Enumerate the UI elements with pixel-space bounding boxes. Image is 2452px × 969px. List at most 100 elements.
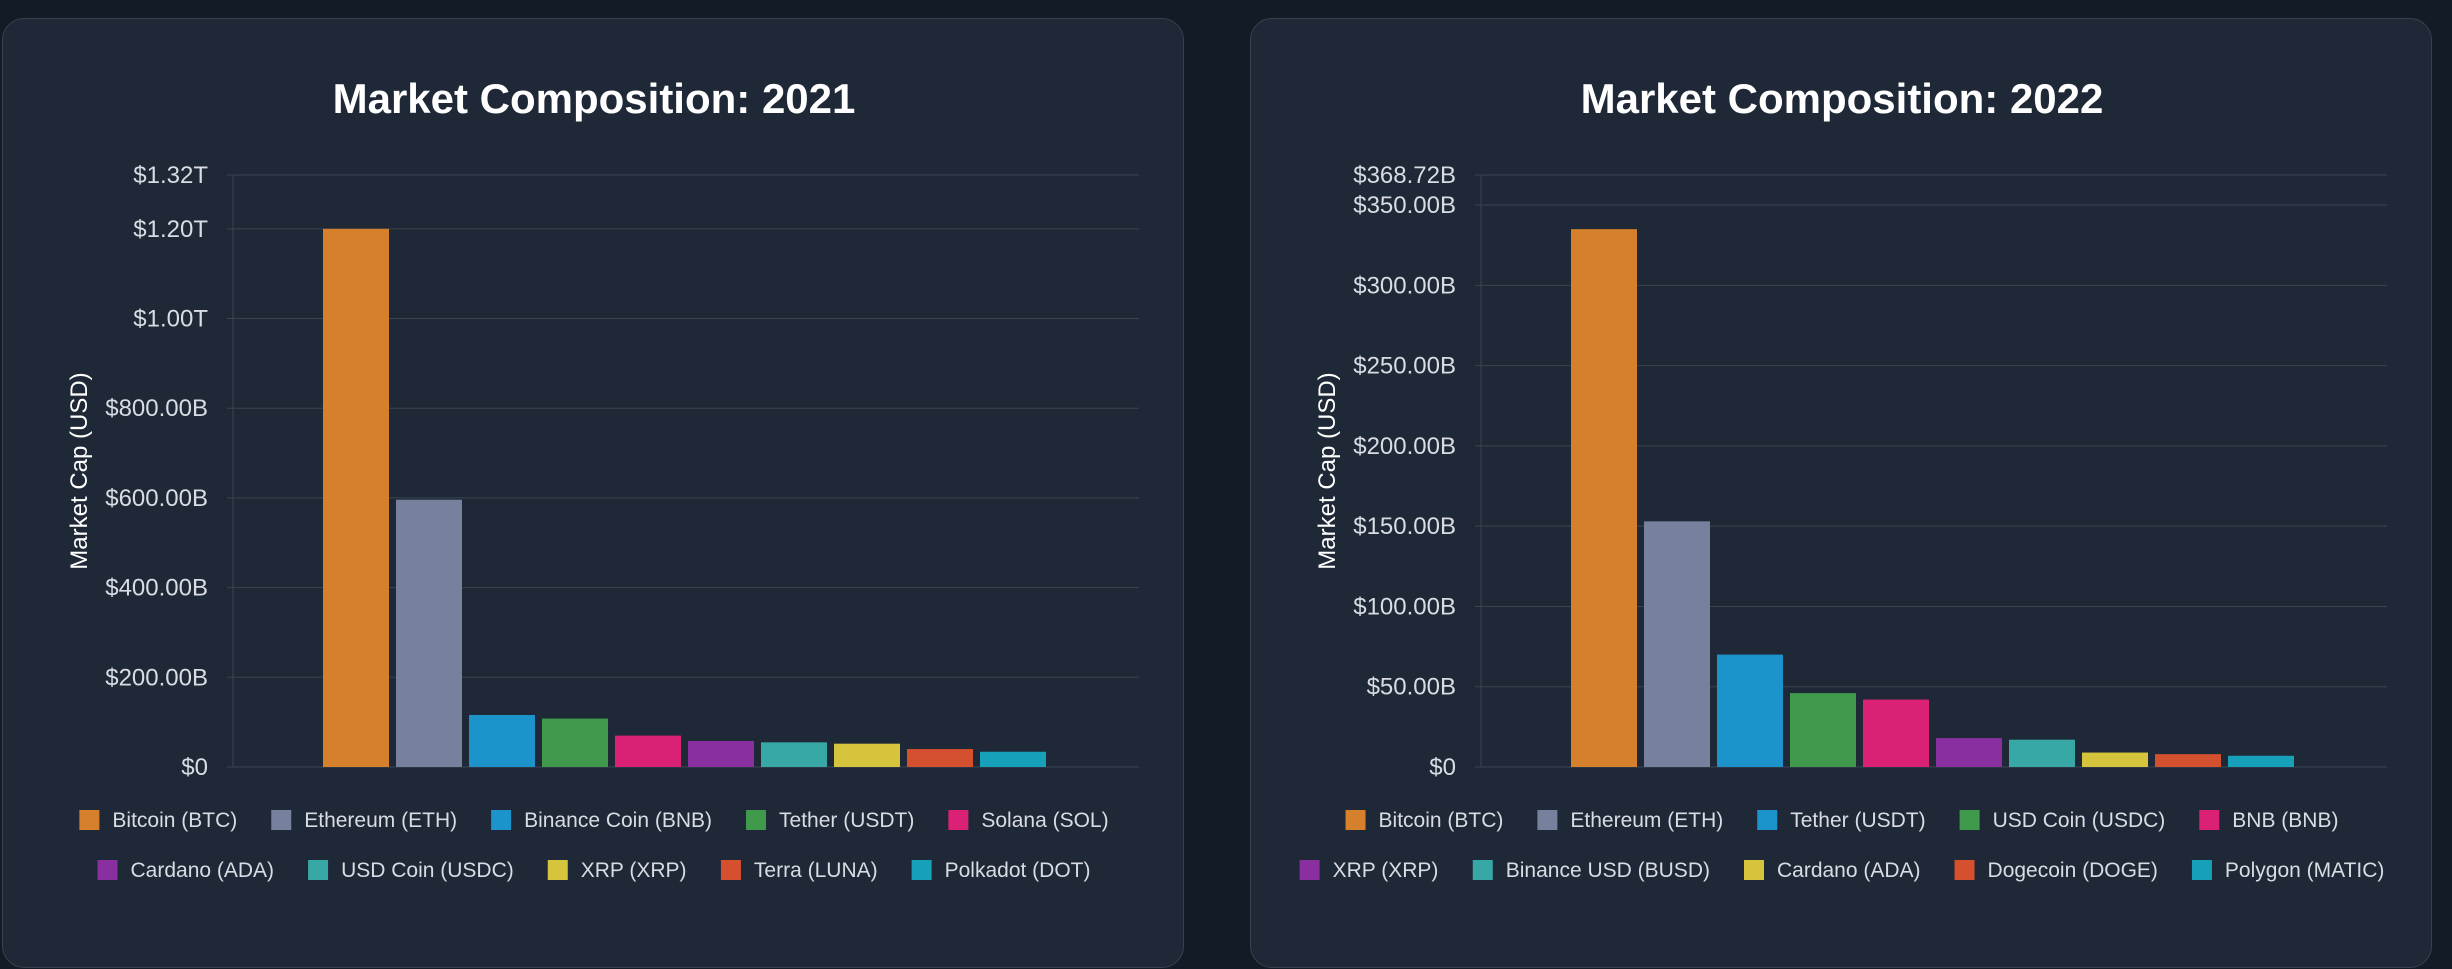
bar-xrp-xrp[interactable] bbox=[834, 743, 900, 767]
legend-item[interactable]: XRP (XRP) bbox=[547, 859, 687, 882]
legend-label: Ethereum (ETH) bbox=[304, 809, 457, 832]
y-tick-label: $200.00B bbox=[105, 664, 208, 691]
bar-tether-usdt[interactable] bbox=[1717, 654, 1783, 767]
legend-item[interactable]: Dogecoin (DOGE) bbox=[1954, 859, 2158, 882]
legend-swatch bbox=[1345, 810, 1366, 830]
y-tick-label: $1.00T bbox=[133, 306, 208, 333]
bar-bitcoin-btc[interactable] bbox=[1571, 229, 1637, 768]
bar-bitcoin-btc[interactable] bbox=[323, 228, 389, 767]
y-tick-label: $400.00B bbox=[105, 575, 208, 602]
legend-swatch bbox=[308, 860, 329, 880]
y-axis-label: Market Cap (USD) bbox=[66, 372, 93, 569]
legend-swatch bbox=[271, 810, 292, 830]
y-tick-label: $150.00B bbox=[1353, 513, 1456, 540]
legend-item[interactable]: Binance USD (BUSD) bbox=[1472, 859, 1710, 882]
legend-item[interactable]: Cardano (ADA) bbox=[1743, 859, 1921, 882]
bar-tether-usdt[interactable] bbox=[542, 718, 608, 767]
legend-label: Ethereum (ETH) bbox=[1570, 809, 1723, 832]
legend-item[interactable]: Polkadot (DOT) bbox=[911, 859, 1091, 882]
legend-swatch bbox=[2191, 860, 2212, 880]
legend-swatch bbox=[2199, 810, 2220, 830]
chart-2021: Market Composition: 2021 Market Cap (USD)… bbox=[66, 75, 1139, 882]
legend-swatch bbox=[547, 860, 568, 880]
legend-label: XRP (XRP) bbox=[1333, 859, 1439, 882]
chart-card-2021: Market Composition: 2021 Market Cap (USD)… bbox=[2, 18, 1184, 968]
legend-label: Dogecoin (DOGE) bbox=[1988, 859, 2158, 882]
legend-label: Terra (LUNA) bbox=[754, 859, 878, 882]
bar-binance-usd-busd[interactable] bbox=[2009, 739, 2075, 767]
legend-label: Tether (USDT) bbox=[779, 809, 914, 832]
legend-swatch bbox=[1954, 860, 1975, 880]
bar-solana-sol[interactable] bbox=[615, 735, 681, 767]
legend-item[interactable]: XRP (XRP) bbox=[1299, 859, 1439, 882]
legend-swatch bbox=[948, 810, 969, 830]
bar-terra-luna[interactable] bbox=[907, 749, 973, 767]
legend-swatch bbox=[1757, 810, 1778, 830]
y-tick-label: $368.72B bbox=[1353, 162, 1456, 189]
legend-swatch bbox=[79, 810, 100, 830]
legend-item[interactable]: Ethereum (ETH) bbox=[1537, 809, 1723, 832]
legend-item[interactable]: Terra (LUNA) bbox=[720, 859, 878, 882]
y-tick-label: $250.00B bbox=[1353, 353, 1456, 380]
legend-swatch bbox=[491, 810, 512, 830]
legend-swatch bbox=[1743, 860, 1764, 880]
legend-label: Bitcoin (BTC) bbox=[1379, 809, 1504, 832]
bar-cardano-ada[interactable] bbox=[2082, 752, 2148, 767]
bar-dogecoin-doge[interactable] bbox=[2155, 754, 2221, 767]
legend-item[interactable]: Bitcoin (BTC) bbox=[1345, 809, 1504, 832]
legend-label: Polygon (MATIC) bbox=[2225, 859, 2384, 882]
legend-item[interactable]: Solana (SOL) bbox=[948, 809, 1109, 832]
y-tick-label: $100.00B bbox=[1353, 593, 1456, 620]
bar-usd-coin-usdc[interactable] bbox=[1790, 693, 1856, 767]
legend-swatch bbox=[97, 860, 118, 880]
y-tick-label: $200.00B bbox=[1353, 433, 1456, 460]
chart-title: Market Composition: 2022 bbox=[1581, 75, 2104, 122]
legend-label: Binance Coin (BNB) bbox=[524, 809, 712, 832]
bar-xrp-xrp[interactable] bbox=[1936, 738, 2002, 767]
legend-label: Binance USD (BUSD) bbox=[1506, 859, 1710, 882]
legend-label: Polkadot (DOT) bbox=[945, 859, 1091, 882]
legend-item[interactable]: Bitcoin (BTC) bbox=[79, 809, 237, 832]
legend-item[interactable]: Tether (USDT) bbox=[1757, 809, 1926, 832]
legend-swatch bbox=[1472, 860, 1493, 880]
y-tick-label: $350.00B bbox=[1353, 192, 1456, 219]
bar-polkadot-dot[interactable] bbox=[980, 751, 1046, 767]
legend-swatch bbox=[1299, 860, 1320, 880]
bar-binance-coin-bnb[interactable] bbox=[469, 714, 535, 767]
bar-bnb-bnb[interactable] bbox=[1863, 699, 1929, 767]
legend-item[interactable]: USD Coin (USDC) bbox=[308, 859, 514, 882]
legend-label: Cardano (ADA) bbox=[1777, 859, 1921, 882]
legend-item[interactable]: Cardano (ADA) bbox=[97, 859, 275, 882]
y-tick-label: $800.00B bbox=[105, 395, 208, 422]
legend-item[interactable]: Binance Coin (BNB) bbox=[491, 809, 712, 832]
bar-ethereum-eth[interactable] bbox=[396, 499, 462, 767]
legend-label: USD Coin (USDC) bbox=[341, 859, 514, 882]
bar-polygon-matic[interactable] bbox=[2228, 755, 2294, 767]
legend-swatch bbox=[720, 860, 741, 880]
legend-swatch bbox=[911, 860, 932, 880]
y-axis-label: Market Cap (USD) bbox=[1314, 372, 1341, 569]
chart-title: Market Composition: 2021 bbox=[333, 75, 856, 122]
y-tick-label: $0 bbox=[181, 754, 208, 781]
legend-item[interactable]: Tether (USDT) bbox=[746, 809, 914, 832]
bar-ethereum-eth[interactable] bbox=[1644, 521, 1710, 767]
legend-label: Bitcoin (BTC) bbox=[112, 809, 237, 832]
legend-label: Cardano (ADA) bbox=[131, 859, 275, 882]
y-tick-label: $0 bbox=[1429, 754, 1456, 781]
legend-label: USD Coin (USDC) bbox=[1993, 809, 2166, 832]
y-tick-label: $600.00B bbox=[105, 485, 208, 512]
y-tick-label: $50.00B bbox=[1367, 674, 1456, 701]
legend-item[interactable]: Polygon (MATIC) bbox=[2191, 859, 2384, 882]
y-tick-label: $300.00B bbox=[1353, 272, 1456, 299]
legend-label: Solana (SOL) bbox=[981, 809, 1108, 832]
bar-usd-coin-usdc[interactable] bbox=[761, 742, 827, 767]
legend-label: XRP (XRP) bbox=[581, 859, 687, 882]
legend-swatch bbox=[1959, 810, 1980, 830]
legend-item[interactable]: USD Coin (USDC) bbox=[1959, 809, 2166, 832]
legend-swatch bbox=[746, 810, 767, 830]
legend-item[interactable]: BNB (BNB) bbox=[2199, 809, 2338, 832]
legend-label: Tether (USDT) bbox=[1790, 809, 1925, 832]
legend-item[interactable]: Ethereum (ETH) bbox=[271, 809, 457, 832]
bar-cardano-ada[interactable] bbox=[688, 740, 754, 767]
y-tick-label: $1.32T bbox=[133, 162, 208, 189]
